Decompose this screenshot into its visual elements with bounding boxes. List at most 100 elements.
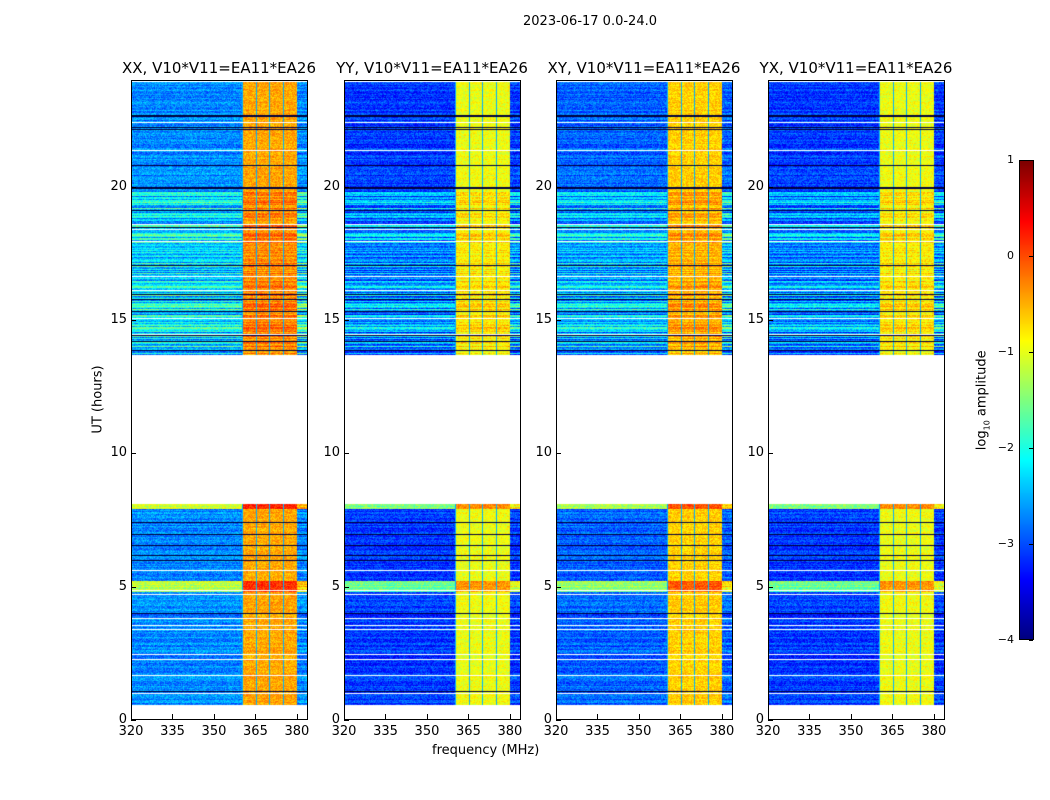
x-tick-label: 320 [755,724,781,739]
y-tick [768,320,773,321]
x-tick-label: 320 [331,724,357,739]
x-tick-label: 335 [373,724,398,739]
y-tick-label: 10 [535,445,552,461]
heatmap-panel [768,80,945,720]
x-tick [255,714,257,719]
y-tick [556,453,561,455]
y-tick-label: 10 [323,445,340,461]
panel-title: YX, V10*V11=EA11*EA26 [759,59,953,77]
heatmap-image [769,81,944,719]
colorbar-tick [1029,256,1033,257]
y-tick-label: 0 [331,712,340,727]
y-tick [556,320,561,321]
y-tick-label: 20 [323,178,340,194]
y-tick [131,453,136,455]
x-tick [933,714,935,719]
heatmap-panel [556,80,733,720]
y-tick-label: 15 [535,312,552,327]
x-tick [296,714,298,719]
figure-title: 2023-06-17 0.0-24.0 [523,14,657,29]
y-tick-label: 5 [118,578,127,594]
y-tick [768,586,773,588]
colorbar-tick-label: 0 [1007,249,1014,262]
colorbar-label: log10 amplitude [974,350,992,451]
y-tick [344,320,349,321]
y-tick [131,720,136,721]
y-tick [768,720,773,721]
y-tick-label: 0 [543,712,552,727]
y-tick-label: 20 [535,178,552,194]
x-tick [509,714,511,719]
x-tick-label: 380 [709,724,735,739]
x-tick-label: 320 [543,724,569,739]
x-axis-label: frequency (MHz) [432,743,540,758]
x-tick-label: 365 [880,724,905,739]
x-tick-label: 335 [160,724,185,739]
y-tick [556,720,561,721]
y-tick [556,586,561,588]
x-tick [768,714,769,719]
colorbar-tick-label: 1 [1007,153,1014,166]
x-tick-label: 335 [585,724,610,739]
colorbar-tick [1029,352,1033,353]
y-tick-label: 5 [331,578,340,594]
y-tick [344,586,349,588]
x-tick [426,714,428,719]
y-tick-label: 15 [323,312,340,327]
x-tick [680,714,682,719]
x-tick [385,714,387,719]
x-tick [131,714,132,719]
x-tick [850,714,852,719]
colorbar-tick-label: −1 [997,345,1014,358]
x-tick [597,714,599,719]
x-tick-label: 365 [243,724,268,739]
colorbar [1019,160,1034,640]
x-tick [892,714,894,719]
colorbar-tick-label: −2 [997,441,1014,454]
panel-title: XY, V10*V11=EA11*EA26 [547,59,741,77]
heatmap-panel [131,80,308,720]
heatmap-panel [344,80,521,720]
heatmap-image [345,81,520,719]
y-tick [768,453,773,455]
x-tick [809,714,811,719]
y-tick-label: 20 [110,178,127,194]
y-tick-label: 5 [543,578,552,594]
heatmap-image [132,81,307,719]
y-tick-label: 15 [110,312,127,327]
panel-title: XX, V10*V11=EA11*EA26 [121,59,316,77]
x-tick-label: 350 [626,724,652,739]
y-tick-label: 15 [747,312,764,327]
x-tick-label: 350 [414,724,440,739]
y-tick [131,186,136,188]
x-tick-label: 365 [668,724,693,739]
x-tick-label: 380 [921,724,947,739]
x-tick-label: 335 [797,724,822,739]
colorbar-tick [1029,448,1033,449]
colorbar-tick [1029,640,1033,641]
y-tick [131,320,136,321]
y-tick-label: 5 [755,578,764,594]
y-tick-label: 0 [755,712,764,727]
y-tick [768,186,773,188]
y-tick [131,586,136,588]
colorbar-tick [1029,544,1033,545]
x-tick-label: 350 [838,724,864,739]
y-tick-label: 10 [110,445,127,461]
x-tick [638,714,640,719]
heatmap-image [557,81,732,719]
x-tick [468,714,470,719]
y-tick [344,186,349,188]
x-tick [556,714,557,719]
y-tick-label: 10 [747,445,764,461]
y-tick [556,186,561,188]
x-tick-label: 380 [284,724,310,739]
x-tick [344,714,345,719]
x-tick-label: 350 [201,724,227,739]
y-axis-label: UT (hours) [90,365,106,434]
colorbar-tick-label: −4 [997,633,1014,646]
y-tick [344,453,349,455]
colorbar-tick [1029,160,1033,161]
x-tick [721,714,723,719]
